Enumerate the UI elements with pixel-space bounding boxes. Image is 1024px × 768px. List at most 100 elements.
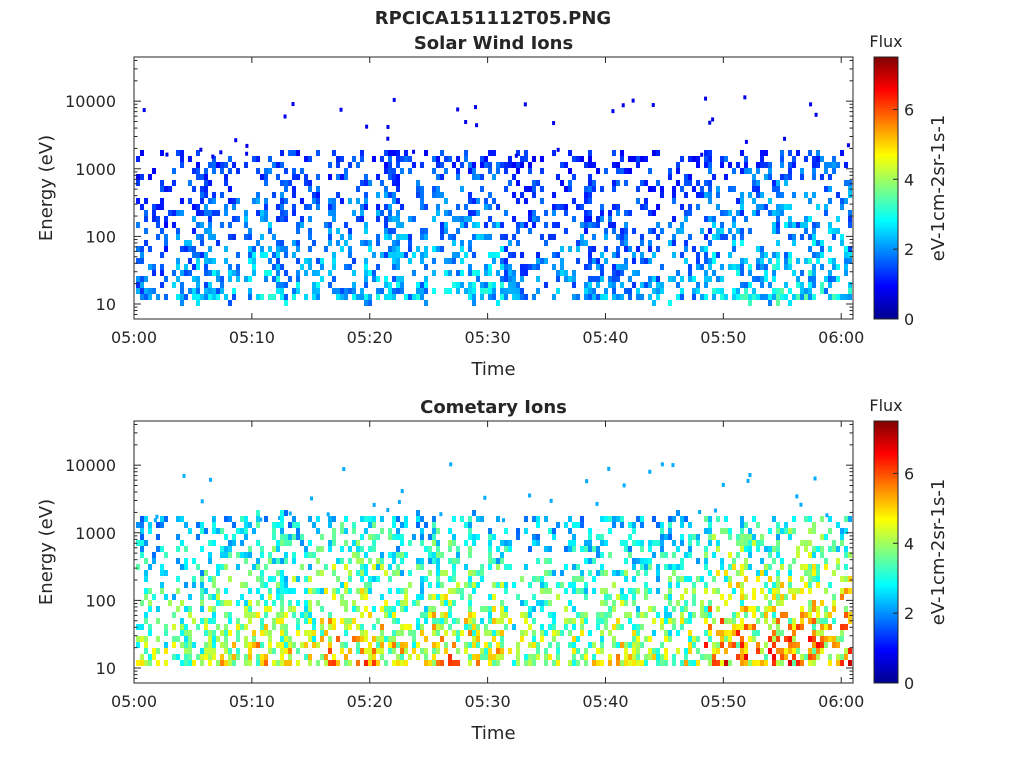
flux-cell	[828, 636, 832, 642]
flux-cell	[848, 516, 852, 522]
flux-cell	[332, 276, 336, 282]
flux-cell	[388, 252, 392, 258]
flux-cell	[784, 654, 788, 660]
flux-cell	[324, 654, 328, 660]
flux-cell	[612, 264, 616, 270]
flux-cell	[368, 516, 372, 522]
flux-cell	[292, 552, 296, 558]
flux-cell	[480, 564, 484, 570]
flux-cell	[356, 198, 360, 204]
flux-cell	[182, 473, 186, 478]
flux-cell	[492, 534, 496, 540]
flux-cell	[632, 660, 636, 666]
flux-cell	[728, 582, 732, 588]
y-axis-label: Energy (eV)	[36, 499, 57, 605]
flux-cell	[468, 534, 472, 540]
flux-cell	[776, 648, 780, 654]
flux-cell	[584, 588, 588, 594]
flux-cell	[824, 588, 828, 594]
flux-cell	[672, 564, 676, 570]
flux-cell	[288, 276, 292, 282]
flux-cell	[788, 264, 792, 270]
flux-cell	[720, 558, 724, 564]
flux-cell	[760, 282, 764, 288]
flux-cell	[600, 252, 604, 258]
flux-cell	[160, 252, 164, 258]
flux-cell	[456, 156, 460, 162]
flux-cell	[276, 612, 280, 618]
flux-cell	[320, 654, 324, 660]
flux-cell	[248, 288, 252, 294]
flux-cell	[756, 210, 760, 216]
flux-cell	[192, 264, 196, 270]
flux-cell	[744, 162, 748, 168]
flux-cell	[828, 528, 832, 534]
flux-cell	[664, 612, 668, 618]
flux-cell	[280, 648, 284, 654]
flux-cell	[780, 558, 784, 564]
flux-cell	[256, 654, 260, 660]
flux-cell	[364, 180, 368, 186]
flux-cell	[284, 300, 288, 306]
flux-cell	[832, 540, 836, 546]
flux-cell	[283, 114, 287, 119]
flux-cell	[648, 210, 652, 216]
flux-cell	[288, 600, 292, 606]
flux-cell	[620, 264, 624, 270]
flux-cell	[464, 582, 468, 588]
flux-cell	[348, 588, 352, 594]
flux-cell	[764, 174, 768, 180]
flux-cell	[388, 246, 392, 252]
flux-cell	[484, 624, 488, 630]
flux-cell	[456, 630, 460, 636]
flux-cell	[792, 528, 796, 534]
flux-cell	[496, 564, 500, 570]
flux-cell	[424, 606, 428, 612]
flux-cell	[592, 276, 596, 282]
flux-cell	[748, 192, 752, 198]
flux-cell	[476, 582, 480, 588]
flux-cell	[548, 642, 552, 648]
flux-cell	[764, 642, 768, 648]
flux-cell	[688, 174, 692, 180]
flux-cell	[640, 558, 644, 564]
flux-cell	[328, 642, 332, 648]
flux-cell	[396, 570, 400, 576]
flux-cell	[396, 180, 400, 186]
flux-cell	[800, 660, 804, 666]
flux-cell	[504, 588, 508, 594]
flux-cell	[404, 516, 408, 522]
flux-cell	[848, 576, 852, 582]
flux-cell	[528, 624, 532, 630]
flux-cell	[160, 516, 164, 522]
flux-cell	[188, 246, 192, 252]
flux-cell	[480, 618, 484, 624]
flux-cell	[352, 552, 356, 558]
flux-cell	[212, 192, 216, 198]
flux-cell	[172, 168, 176, 174]
flux-cell	[724, 528, 728, 534]
x-axis-label: Time	[470, 723, 515, 744]
flux-cell	[188, 270, 192, 276]
flux-cell	[212, 522, 216, 528]
flux-cell	[424, 204, 428, 210]
flux-cell	[176, 294, 180, 300]
flux-cell	[284, 282, 288, 288]
colorbar	[873, 56, 899, 320]
flux-cell	[656, 612, 660, 618]
flux-cell	[744, 534, 748, 540]
flux-cell	[372, 276, 376, 282]
flux-cell	[384, 234, 388, 240]
flux-cell	[628, 156, 632, 162]
flux-cell	[600, 618, 604, 624]
flux-cell	[208, 540, 212, 546]
flux-cell	[796, 546, 800, 552]
flux-cell	[400, 600, 404, 606]
flux-cell	[720, 228, 724, 234]
flux-cell	[320, 570, 324, 576]
flux-cell	[660, 540, 664, 546]
flux-cell	[760, 258, 764, 264]
flux-cell	[688, 546, 692, 552]
flux-cell	[620, 540, 624, 546]
flux-cell	[572, 534, 576, 540]
